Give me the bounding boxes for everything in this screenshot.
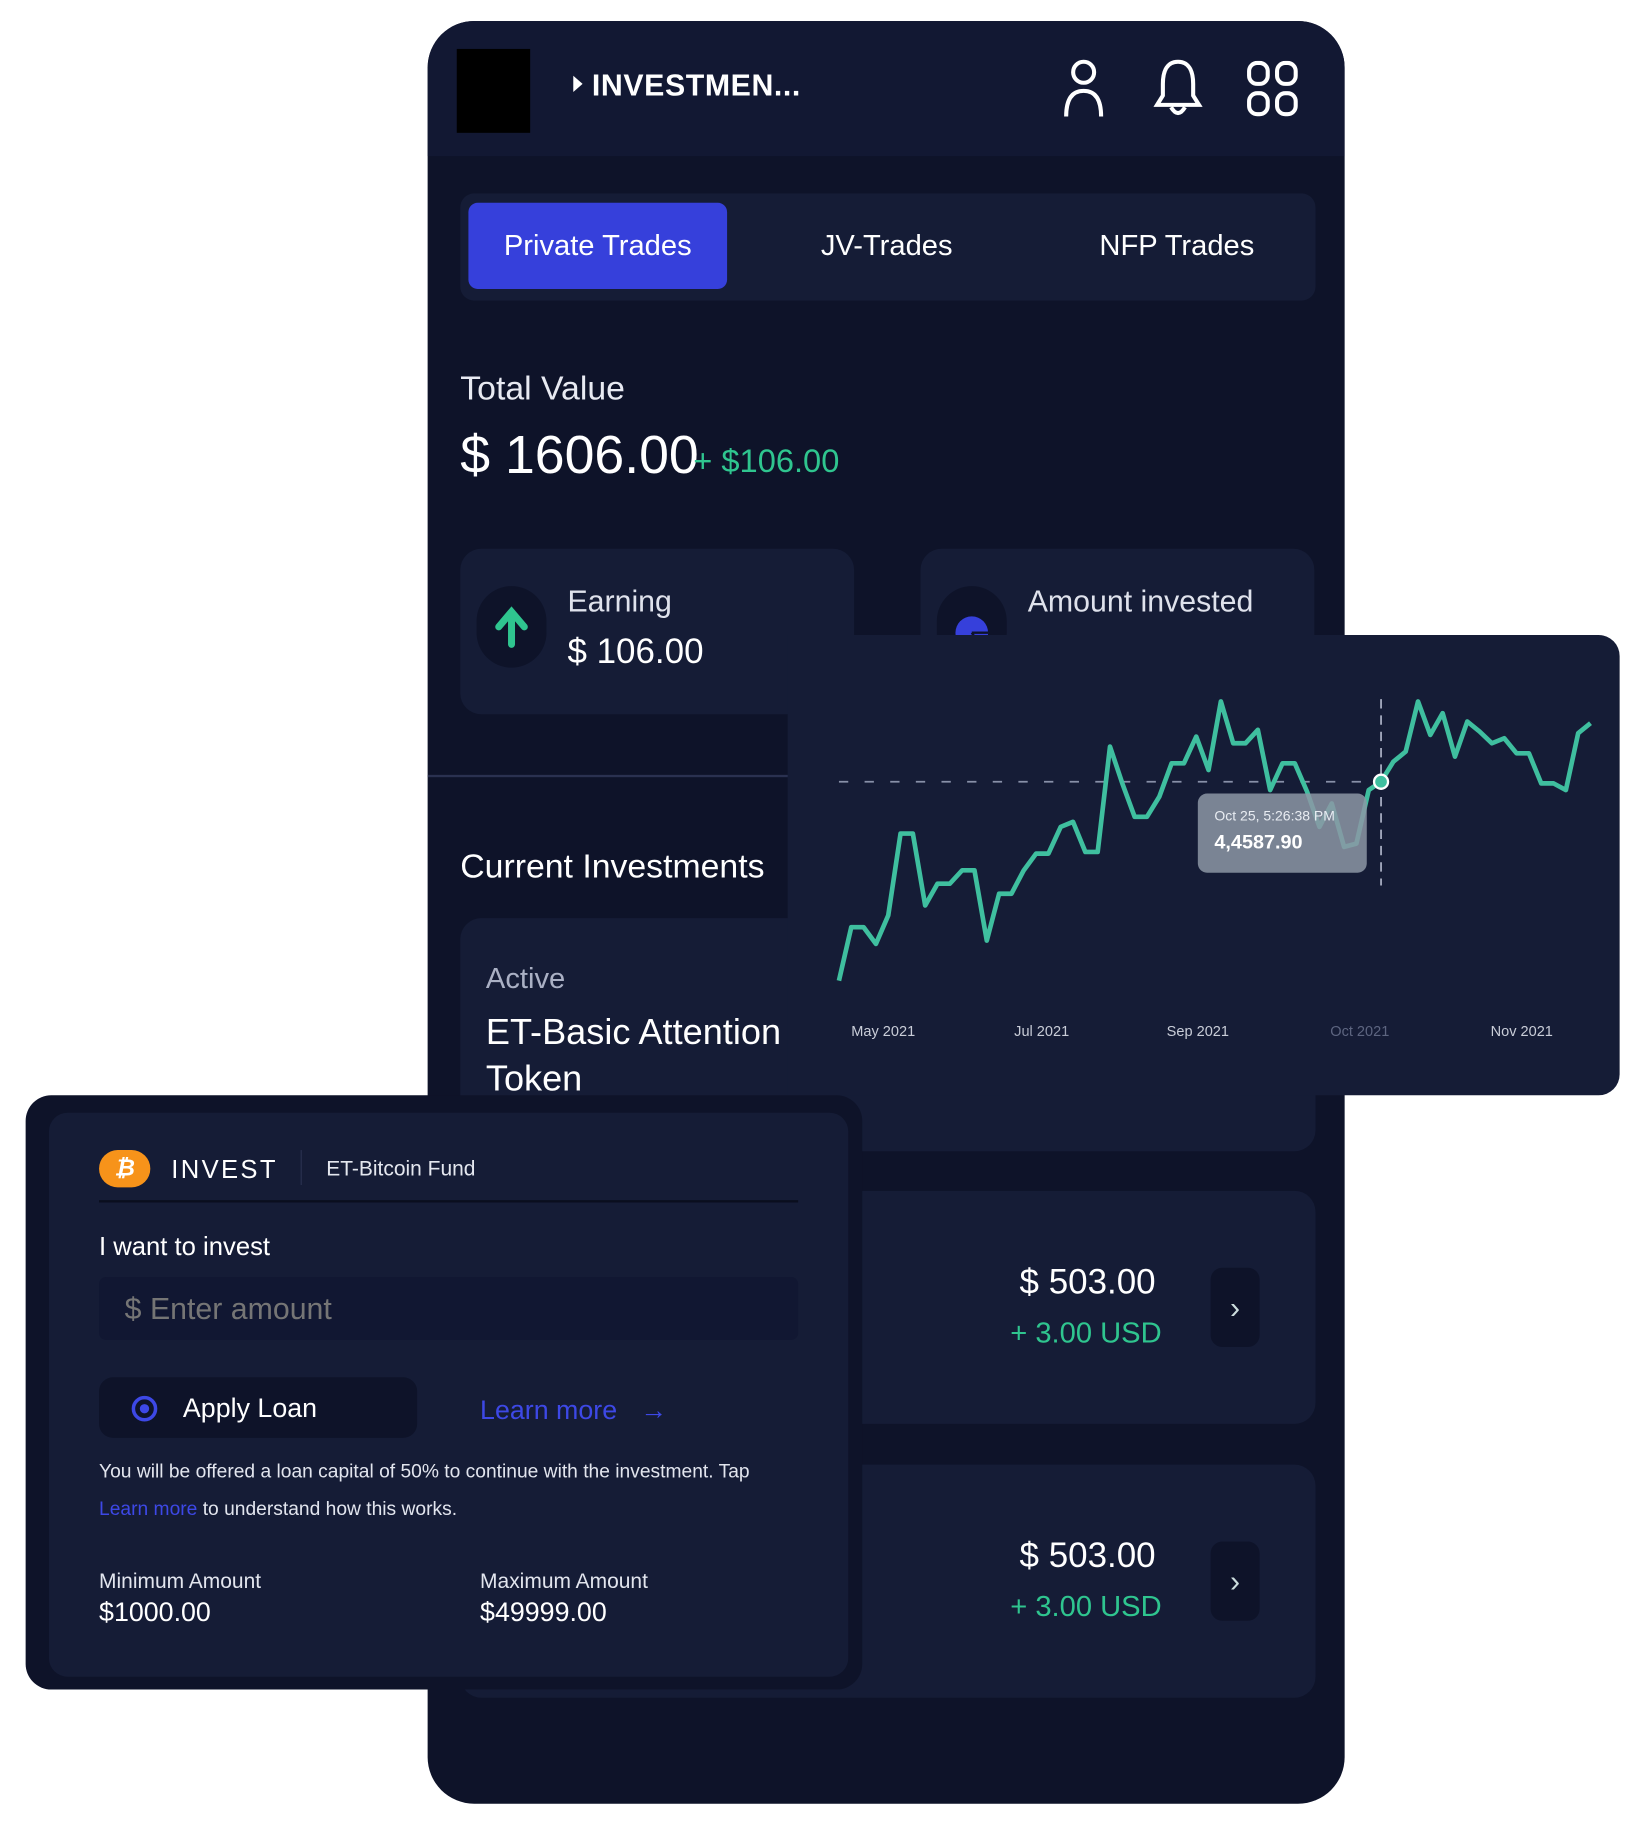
tab-private-trades[interactable]: Private Trades [468,202,728,289]
amount-invested-label: Amount invested [1027,583,1254,619]
investment-amount: $ 503.00 [1019,1263,1156,1302]
note-learn-more-link[interactable]: Learn more [99,1498,198,1520]
active-investment-name: ET-Basic Attention Token [485,1011,782,1099]
min-amount-value: $1000.00 [99,1596,211,1627]
learn-more-label: Learn more [480,1394,618,1426]
max-amount-label: Maximum Amount [480,1569,648,1593]
series-line [836,699,1592,982]
apply-loan-button[interactable]: Apply Loan [99,1377,418,1438]
x-tick-label: Jul 2021 [1014,1024,1069,1040]
min-amount-label: Minimum Amount [99,1569,262,1593]
tooltip-value: 4,4587.90 [1214,830,1303,853]
investment-change: + 3.00 USD [1010,1590,1162,1624]
invest-panel: ₿ INVEST ET-Bitcoin Fund I want to inves… [25,1095,863,1690]
x-tick-label: May 2021 [851,1024,915,1040]
learn-more-link[interactable]: Learn more → [480,1395,667,1426]
total-value-label: Total Value [460,370,625,408]
x-tick-label: Nov 2021 [1491,1024,1553,1040]
page-title[interactable]: INVESTMEN... [573,68,801,104]
fund-name: ET-Bitcoin Fund [326,1157,476,1181]
invest-title: INVEST [171,1154,278,1184]
tab-jv-trades[interactable]: JV-Trades [820,228,953,262]
investment-amount: $ 503.00 [1019,1536,1156,1576]
earning-label: Earning [567,583,672,619]
amount-label: I want to invest [99,1231,271,1261]
price-chart[interactable]: May 2021 Jul 2021 Sep 2021 Oct 2021 Nov 2021 [788,635,1620,1095]
bell-icon[interactable] [1153,58,1203,119]
chevron-right-icon[interactable]: › [1210,1541,1260,1621]
loan-note: You will be offered a loan capital of 50… [99,1453,798,1528]
caret-right-icon [573,75,583,93]
divider [99,1200,799,1203]
highlight-point [1372,773,1390,790]
earning-value: $ 106.00 [567,632,704,672]
total-value: $ 1606.00 [460,424,699,485]
price-chart-card: May 2021 Jul 2021 Sep 2021 Oct 2021 Nov 2021… [787,635,1620,1096]
arrow-right-icon: → [640,1394,668,1426]
logo [456,48,531,133]
max-amount-value: $49999.00 [480,1596,607,1627]
note-text: You will be offered a loan capital of 50… [99,1461,750,1483]
amount-input[interactable] [99,1277,799,1340]
tooltip-date: Oct 25, 5:26:38 PM [1214,807,1335,824]
x-tick-label: Sep 2021 [1167,1024,1229,1040]
bitcoin-icon: ₿ [99,1150,151,1188]
active-label: Active [485,962,566,996]
note-text: to understand how this works. [197,1498,458,1520]
x-tick-label: Oct 2021 [1330,1024,1389,1040]
apply-loan-label: Apply Loan [182,1392,318,1423]
trade-tabs: Private Trades JV-Trades NFP Trades [460,193,1316,301]
tab-nfp-trades[interactable]: NFP Trades [1099,228,1255,262]
earning-card: Earning $ 106.00 [460,548,855,715]
total-change: + $106.00 [693,442,840,479]
divider [300,1150,302,1186]
arrow-up-icon [476,586,547,668]
apps-grid-icon[interactable] [1247,60,1298,117]
user-icon[interactable] [1063,58,1105,119]
chevron-right-icon[interactable]: › [1210,1267,1260,1347]
invest-panel-body: ₿ INVEST ET-Bitcoin Fund I want to inves… [48,1112,849,1677]
app-header: INVESTMEN... [427,20,1345,157]
investment-change: + 3.00 USD [1010,1316,1162,1350]
chart-tooltip: Oct 25, 5:26:38 PM 4,4587.90 [1198,793,1368,873]
divider [427,774,789,778]
radio-icon [131,1395,158,1422]
current-investments-heading: Current Investments [460,848,765,886]
